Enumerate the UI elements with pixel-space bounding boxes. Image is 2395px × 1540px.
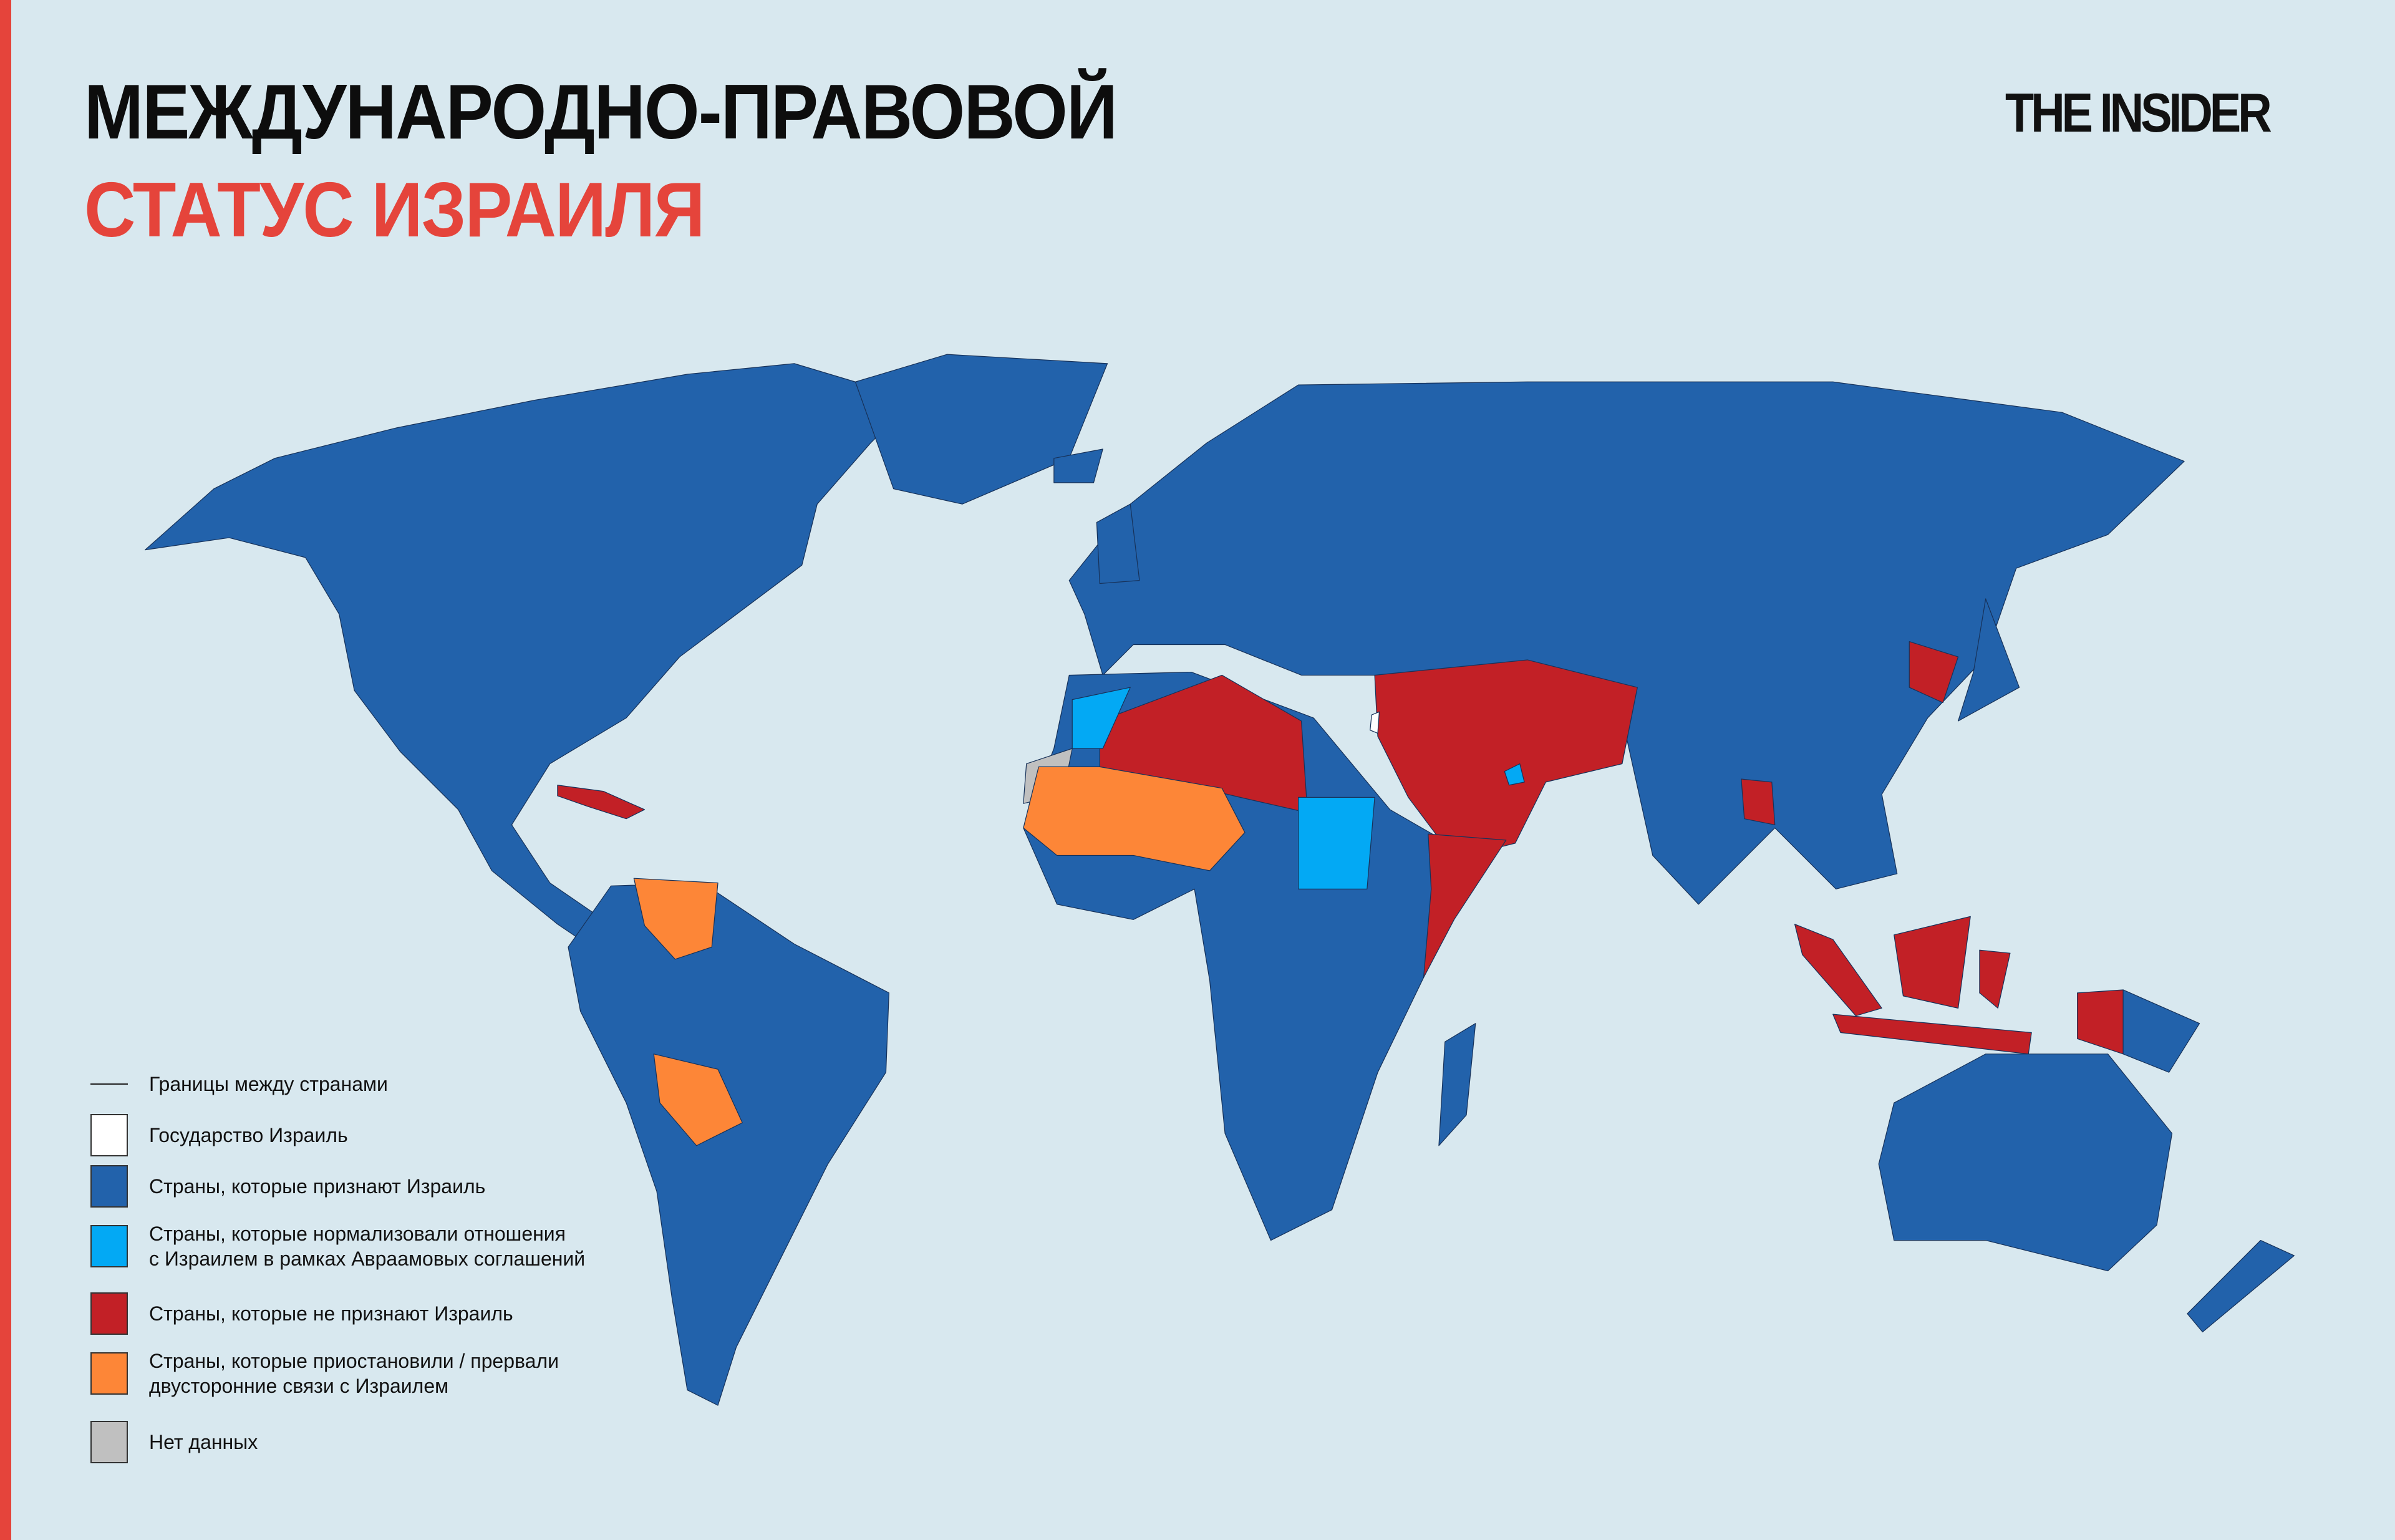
swatch-abraham (90, 1225, 128, 1267)
country-somalia (1423, 833, 1507, 978)
region-borneo (1894, 916, 1971, 1009)
region-sulawesi (1979, 949, 2011, 1009)
border-line-swatch (90, 1083, 128, 1085)
region-eurasia (1068, 381, 2185, 905)
country-bolivia (653, 1053, 743, 1146)
the-insider-logo: THE INSIDER (2005, 82, 2272, 143)
region-west-papua (2077, 989, 2124, 1055)
country-venezuela (633, 878, 718, 960)
legend-label: Границы между странами (149, 1073, 388, 1095)
swatch-no-data (90, 1421, 128, 1463)
legend-item-israel: Государство Израиль (90, 1114, 348, 1156)
legend-label: Страны, которые не признают Израиль (149, 1302, 513, 1325)
region-iceland (1053, 448, 1103, 483)
legend-label: Страны, которые признают Израиль (149, 1175, 486, 1198)
region-mali-niger (1023, 766, 1246, 871)
region-sumatra (1794, 924, 1882, 1017)
country-uae (1504, 763, 1525, 786)
swatch-recognize (90, 1165, 128, 1208)
region-north-america (145, 363, 917, 1009)
legend-item-suspended: Страны, которые приостановили / прервали… (90, 1349, 559, 1398)
legend-item-borders: Границы между странами (90, 1072, 388, 1097)
legend-item-abraham: Страны, которые нормализовали отношения с… (90, 1221, 585, 1271)
swatch-not-recognize (90, 1292, 128, 1335)
region-uk (1096, 503, 1140, 584)
legend-label: Страны, которые приостановили / прервали… (149, 1350, 559, 1397)
legend-label: Нет данных (149, 1431, 258, 1453)
region-madagascar (1438, 1023, 1476, 1146)
country-sudan (1298, 797, 1375, 889)
legend-item-no-data: Нет данных (90, 1421, 258, 1463)
legend-label: Страны, которые нормализовали отношения с… (149, 1223, 586, 1270)
region-middle-east-not-recognize (1374, 659, 1638, 859)
swatch-israel (90, 1114, 128, 1156)
region-south-america (568, 882, 889, 1406)
region-australia (1878, 1053, 2173, 1272)
country-morocco (1072, 687, 1131, 749)
page-subtitle: СТАТУС ИЗРАИЛЯ (84, 167, 705, 253)
country-cuba (557, 785, 646, 820)
page-title: МЕЖДУНАРОДНО-ПРАВОВОЙ (84, 69, 1118, 155)
region-java (1832, 1014, 2032, 1055)
country-israel (1370, 711, 1380, 734)
legend-item-not-recognize: Страны, которые не признают Израиль (90, 1292, 513, 1335)
region-papua-new-guinea (2122, 989, 2200, 1073)
country-bangladesh (1741, 778, 1776, 826)
region-japan (1958, 598, 2020, 722)
region-new-zealand (2187, 1239, 2295, 1333)
legend-item-recognize: Страны, которые признают Израиль (90, 1165, 485, 1208)
accent-bar (0, 0, 11, 1540)
legend-label: Государство Израиль (149, 1124, 348, 1146)
country-north-korea (1909, 641, 1959, 704)
swatch-suspended (90, 1352, 128, 1395)
